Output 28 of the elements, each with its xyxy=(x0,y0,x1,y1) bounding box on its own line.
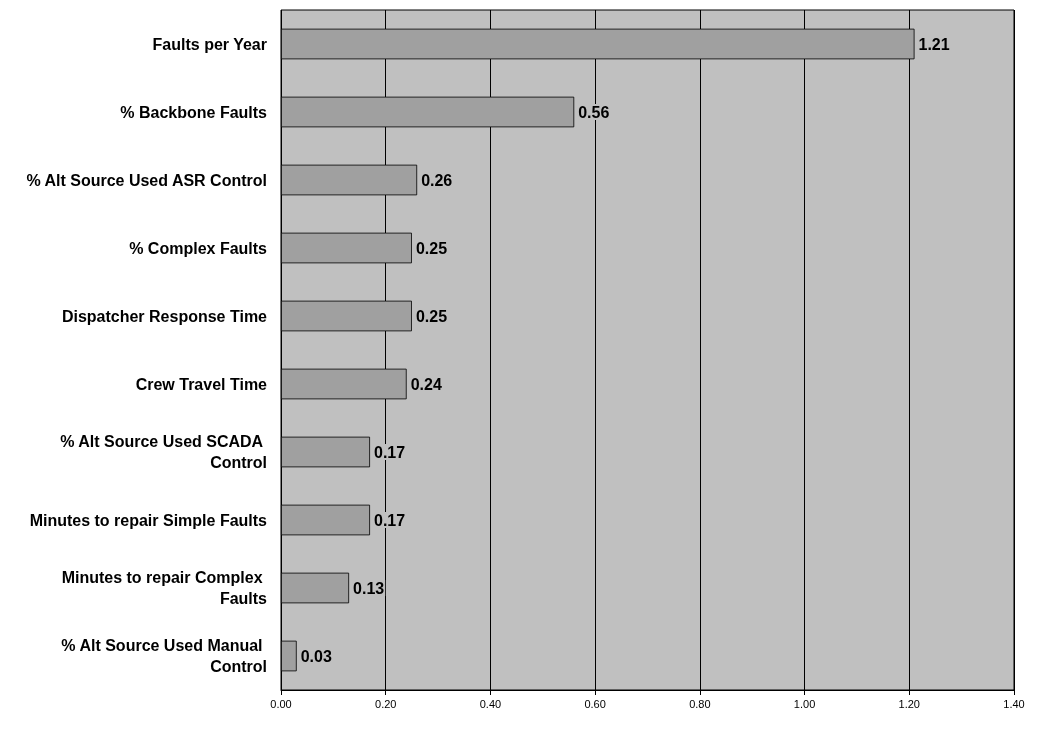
y-tick-label: Dispatcher Response Time xyxy=(61,307,268,325)
x-tick-label: 0.20 xyxy=(375,697,397,710)
data-label: 1.21 xyxy=(918,35,950,53)
x-tick-label: 0.80 xyxy=(689,697,711,710)
data-label: 0.17 xyxy=(374,511,406,529)
y-tick-label: Crew Travel Time xyxy=(135,375,268,393)
x-tick-label: 1.40 xyxy=(1003,697,1025,710)
data-label: 0.56 xyxy=(578,103,610,121)
x-tick-label: 0.60 xyxy=(584,697,606,710)
data-label: 0.13 xyxy=(353,579,385,597)
y-tick-label: Minutes to repair Simple Faults xyxy=(29,511,268,529)
data-label: 0.25 xyxy=(415,307,448,325)
data-label: 0.25 xyxy=(415,239,448,257)
y-tick-label: % Complex Faults xyxy=(129,239,268,257)
y-tick-label: Minutes to repair Complex Faults xyxy=(61,569,268,607)
y-tick-label: % Alt Source Used ASR Control xyxy=(26,171,267,189)
y-tick-label: % Backbone Faults xyxy=(120,103,268,121)
x-tick-label: 0.40 xyxy=(479,697,502,710)
y-tick-label: % Alt Source Used Manual Control xyxy=(61,637,267,675)
data-label: 0.03 xyxy=(300,647,332,665)
data-label: 0.24 xyxy=(410,375,442,393)
y-tick-label: % Alt Source Used SCADA Control xyxy=(60,433,267,471)
x-tick-label: 1.20 xyxy=(898,697,920,710)
y-tick-label: Faults per Year xyxy=(152,35,267,53)
data-label: 0.26 xyxy=(421,171,453,189)
data-label: 0.17 xyxy=(374,443,406,461)
x-tick-label: 1.00 xyxy=(793,697,816,710)
x-tick-label: 0.00 xyxy=(270,697,292,710)
